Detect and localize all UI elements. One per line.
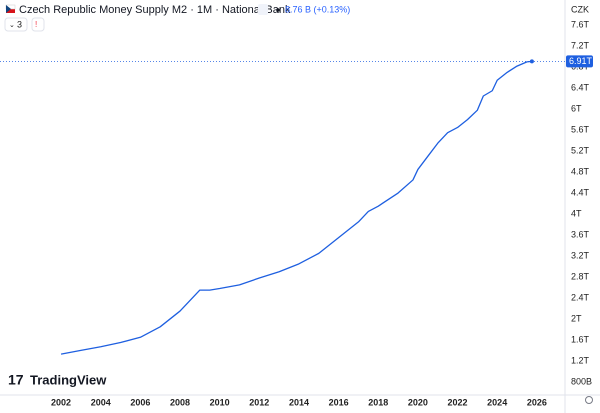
x-tick-label: 2022 xyxy=(448,397,468,407)
price-tag-label: 6.91T xyxy=(569,56,593,66)
alert-icon: ! xyxy=(35,20,37,29)
y-tick-label: 1.6T xyxy=(571,334,590,344)
flag xyxy=(6,5,11,13)
x-tick-label: 2002 xyxy=(51,397,71,407)
settings-icon[interactable] xyxy=(585,396,593,404)
x-tick-label: 2010 xyxy=(210,397,230,407)
logo-mark: 17 xyxy=(8,372,24,388)
logo: TradingView xyxy=(30,372,107,387)
line-series xyxy=(60,60,532,355)
alert-button[interactable] xyxy=(31,17,45,32)
y-tick-label: 5.2T xyxy=(571,145,590,155)
y-tick-label: 2.4T xyxy=(571,292,590,302)
y-tick-label: 7.6T xyxy=(571,20,590,30)
y-tick-label: 800B xyxy=(571,376,592,386)
y-tick-label: 5.6T xyxy=(571,124,590,134)
symbol-icon[interactable] xyxy=(258,4,268,15)
x-tick-label: 2026 xyxy=(527,397,547,407)
last-point xyxy=(529,59,534,64)
y-tick-label: 2.8T xyxy=(571,271,590,281)
x-tick-label: 2006 xyxy=(130,397,150,407)
y-tick-label: 7.2T xyxy=(571,41,590,51)
dot xyxy=(276,8,280,12)
x-tick-label: 2004 xyxy=(91,397,111,407)
y-tick-label: 3.6T xyxy=(571,229,590,239)
x-tick-label: 2008 xyxy=(170,397,190,407)
y-tick-label: 3.2T xyxy=(571,250,590,260)
x-tick-label: 2012 xyxy=(249,397,269,407)
currency-label: CZK xyxy=(571,4,589,14)
indicators-button[interactable] xyxy=(4,17,28,32)
y-tick-label: 4.8T xyxy=(571,166,590,176)
y-tick-label: 4T xyxy=(571,208,582,218)
x-tick-label: 2024 xyxy=(487,397,507,407)
x-tick-label: 2016 xyxy=(329,397,349,407)
x-tick-label: 2020 xyxy=(408,397,428,407)
y-tick-label: 6T xyxy=(571,103,582,113)
y-tick-label: 4.4T xyxy=(571,187,590,197)
y-tick-label: 6.4T xyxy=(571,83,590,93)
chevron: ⌄ xyxy=(9,22,15,29)
y-tick-label: 1.2T xyxy=(571,355,590,365)
x-tick-label: 2014 xyxy=(289,397,309,407)
price-change: 8.76 B (+0.13%) xyxy=(285,4,350,14)
indicator-count: 3 xyxy=(17,19,22,29)
chart-title: Czech Republic Money Supply M2 · 1M · Na… xyxy=(19,4,291,16)
y-tick-label: 2T xyxy=(571,313,582,323)
x-tick-label: 2018 xyxy=(368,397,388,407)
price-tag xyxy=(566,55,593,68)
